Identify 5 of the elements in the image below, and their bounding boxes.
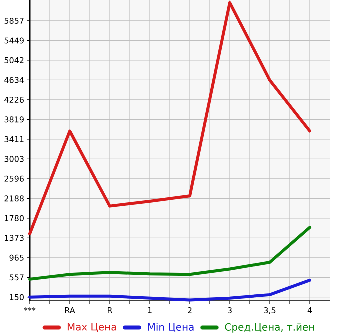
line-series [28,1,312,236]
legend-label: Сред.Цена, т.йен [225,323,314,333]
line-series [28,226,312,281]
legend-label: Min Цена [148,323,194,332]
legend-label: Max Цена [68,323,116,332]
